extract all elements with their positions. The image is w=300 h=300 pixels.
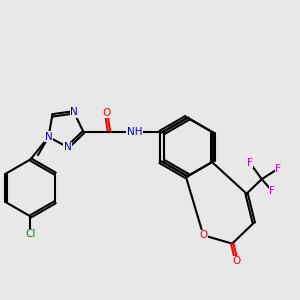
Text: NH: NH <box>127 127 142 137</box>
Text: F: F <box>275 164 281 174</box>
Text: O: O <box>232 256 241 266</box>
Text: Cl: Cl <box>25 230 36 239</box>
Text: N: N <box>70 107 78 117</box>
Text: N: N <box>64 142 72 152</box>
Text: F: F <box>269 186 275 196</box>
Text: N: N <box>45 132 52 142</box>
Text: F: F <box>247 158 253 168</box>
Text: O: O <box>102 107 110 118</box>
Text: O: O <box>199 230 208 240</box>
